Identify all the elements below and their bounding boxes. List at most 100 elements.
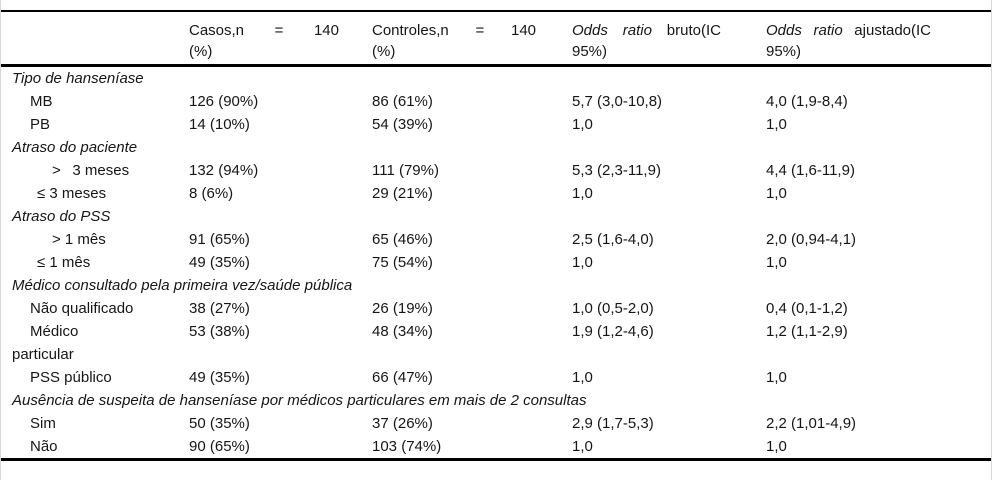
header-odds-ratio-ajustado: Odds ratio ajustado(IC 95%) — [766, 11, 991, 66]
row-label: PSS público — [30, 369, 112, 386]
controles-value: 48 (34%) — [372, 323, 433, 340]
controles-value: 103 (74%) — [372, 438, 442, 455]
row-label: > 1 mês — [52, 231, 106, 248]
casos-value: 49 (35%) — [189, 254, 250, 271]
table-row: > 1 mês 91 (65%) 65 (46%) 2,5 (1,6-4,0) … — [1, 228, 991, 251]
odds-ratio-table: Casos,n = 140 (%) Controles,n = 140 (%) … — [1, 10, 991, 461]
or-ajustado-rest: ajustado(IC — [842, 22, 932, 39]
odds-ratio-italic: Odds ratio — [572, 22, 652, 39]
row-label-cell: ≤ 1 mês — [1, 251, 189, 274]
row-label: > 3 meses — [52, 162, 130, 179]
row-label-cell: > 1 mês — [1, 228, 189, 251]
table-row: ≤ 1 mês 49 (35%) 75 (54%) 1,0 1,0 — [1, 251, 991, 274]
header-casos-line2: (%) — [189, 43, 213, 60]
row-label-cell: ≤ 3 meses — [1, 182, 189, 205]
section-row: Atraso do PSS — [1, 205, 991, 228]
or-bruto-value: 5,3 (2,3-11,9) — [572, 162, 661, 179]
casos-value: 8 (6%) — [189, 185, 234, 202]
casos-value: 49 (35%) — [189, 369, 250, 386]
or-ajustado-value: 1,2 (1,1-2,9) — [766, 323, 848, 340]
section-label: Atraso do paciente — [12, 139, 138, 156]
controles-value: 65 (46%) — [372, 231, 433, 248]
row-label-cell: Médico particular — [1, 320, 189, 366]
or-bruto-value: 2,5 (1,6-4,0) — [572, 231, 654, 248]
row-label: Não — [30, 438, 58, 455]
or-bruto-value: 1,0 — [572, 185, 593, 202]
table-row: MB 126 (90%) 86 (61%) 5,7 (3,0-10,8) 4,0… — [1, 90, 991, 113]
header-controles-line2: (%) — [372, 43, 396, 60]
or-bruto-value: 1,9 (1,2-4,6) — [572, 323, 654, 340]
row-label-cell: PSS público — [1, 366, 189, 389]
header-casos: Casos,n = 140 (%) — [189, 11, 372, 66]
controles-value: 29 (21%) — [372, 185, 433, 202]
section-row: Ausência de suspeita de hanseníase por m… — [1, 389, 991, 412]
casos-value: 50 (35%) — [189, 415, 250, 432]
row-label-cell: MB — [1, 90, 189, 113]
table-row: Sim 50 (35%) 37 (26%) 2,9 (1,7-5,3) 2,2 … — [1, 412, 991, 435]
or-ajustado-value: 1,0 — [766, 369, 787, 386]
row-label-cell: > 3 meses — [1, 159, 189, 182]
casos-value: 38 (27%) — [189, 300, 250, 317]
section-label: Tipo de hanseníase — [12, 70, 144, 87]
casos-value: 91 (65%) — [189, 231, 250, 248]
or-ajustado-value: 2,0 (0,94-4,1) — [766, 231, 857, 248]
controles-value: 26 (19%) — [372, 300, 433, 317]
row-label-cell: PB — [1, 113, 189, 136]
table-row: Não qualificado 38 (27%) 26 (19%) 1,0 (0… — [1, 297, 991, 320]
table-row: > 3 meses 132 (94%) 111 (79%) 5,3 (2,3-1… — [1, 159, 991, 182]
row-label: Médico particular — [12, 323, 79, 363]
controles-value: 37 (26%) — [372, 415, 433, 432]
section-label: Médico consultado pela primeira vez/saúd… — [12, 277, 353, 294]
table-row: PB 14 (10%) 54 (39%) 1,0 1,0 — [1, 113, 991, 136]
or-bruto-value: 2,9 (1,7-5,3) — [572, 415, 654, 432]
or-ajustado-value: 0,4 (0,1-1,2) — [766, 300, 848, 317]
row-label: Sim — [30, 415, 56, 432]
header-casos-line1: Casos,n = 140 — [189, 22, 339, 39]
table-row: Não 90 (65%) 103 (74%) 1,0 1,0 — [1, 435, 991, 460]
controles-value: 111 (79%) — [372, 162, 439, 179]
or-ajustado-value: 2,2 (1,01-4,9) — [766, 415, 857, 432]
row-label-cell: Sim — [1, 412, 189, 435]
header-controles: Controles,n = 140 (%) — [372, 11, 572, 66]
controles-value: 66 (47%) — [372, 369, 433, 386]
casos-value: 132 (94%) — [189, 162, 259, 179]
row-label: ≤ 3 meses — [37, 185, 107, 202]
or-bruto-value: 5,7 (3,0-10,8) — [572, 93, 663, 110]
or-ajustado-value: 4,0 (1,9-8,4) — [766, 93, 848, 110]
or-bruto-value: 1,0 — [572, 254, 593, 271]
header-empty-cell — [1, 11, 189, 66]
or-bruto-value: 1,0 (0,5-2,0) — [572, 300, 654, 317]
controles-value: 75 (54%) — [372, 254, 433, 271]
header-or-ajustado-line1: Odds ratio ajustado(IC — [766, 20, 931, 41]
row-label: Não qualificado — [30, 300, 134, 317]
row-label-cell: Não — [1, 435, 189, 460]
casos-value: 126 (90%) — [189, 93, 259, 110]
or-bruto-rest: bruto(IC — [651, 22, 721, 39]
row-label: PB — [30, 116, 51, 133]
or-ajustado-value: 1,0 — [766, 185, 787, 202]
controles-value: 54 (39%) — [372, 116, 433, 133]
or-bruto-value: 1,0 — [572, 116, 593, 133]
section-label: Atraso do PSS — [12, 208, 111, 225]
section-row: Atraso do paciente — [1, 136, 991, 159]
or-ajustado-value: 1,0 — [766, 254, 787, 271]
row-label: ≤ 1 mês — [37, 254, 91, 271]
section-row: Médico consultado pela primeira vez/saúd… — [1, 274, 991, 297]
header-controles-line1: Controles,n = 140 — [372, 22, 536, 39]
odds-ratio-italic: Odds ratio — [766, 22, 843, 39]
section-label: Ausência de suspeita de hanseníase por m… — [12, 392, 587, 409]
row-label-cell: Não qualificado — [1, 297, 189, 320]
header-odds-ratio-bruto: Odds ratio bruto(IC 95%) — [572, 11, 766, 66]
or-ajustado-value: 4,4 (1,6-11,9) — [766, 162, 855, 179]
casos-value: 14 (10%) — [189, 116, 250, 133]
or-bruto-value: 1,0 — [572, 438, 593, 455]
table-row: PSS público 49 (35%) 66 (47%) 1,0 1,0 — [1, 366, 991, 389]
or-bruto-value: 1,0 — [572, 369, 593, 386]
casos-value: 53 (38%) — [189, 323, 250, 340]
header-or-bruto-line2: 95%) — [572, 43, 608, 60]
table-row: ≤ 3 meses 8 (6%) 29 (21%) 1,0 1,0 — [1, 182, 991, 205]
casos-value: 90 (65%) — [189, 438, 250, 455]
header-or-bruto-line1: Odds ratio bruto(IC — [572, 20, 721, 41]
section-row: Tipo de hanseníase — [1, 66, 991, 91]
